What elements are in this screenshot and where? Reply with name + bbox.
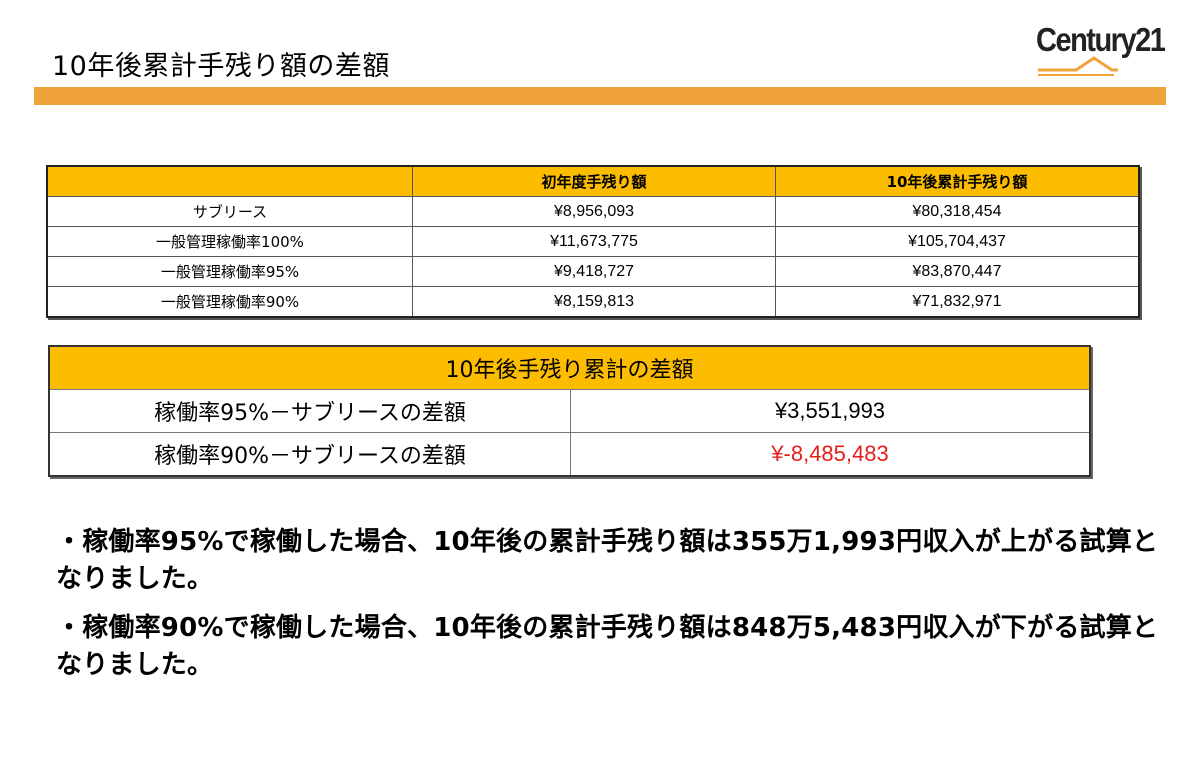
ten-year-value: ¥80,318,454 [775,196,1140,227]
table-header-row: 10年後手残り累計の差額 [48,345,1091,390]
difference-table: 10年後手残り累計の差額 稼働率95%－サブリースの差額 ¥3,551,993 … [48,345,1091,477]
row-label: 一般管理稼働率95% [46,256,413,287]
first-year-value: ¥8,956,093 [412,196,776,227]
first-year-value: ¥8,159,813 [412,286,776,318]
first-year-value: ¥9,418,727 [412,256,776,287]
summary-note: ・稼働率90%で稼働した場合、10年後の累計手残り額は848万5,483円収入が… [56,613,1159,680]
row-label: 一般管理稼働率90% [46,286,413,318]
table-header-row: 初年度手残り額 10年後累計手残り額 [46,165,1140,197]
header-divider-bar [34,87,1166,105]
ten-year-value: ¥83,870,447 [775,256,1140,287]
difference-value: ¥3,551,993 [570,389,1091,433]
first-year-value: ¥11,673,775 [412,226,776,257]
table-row: 稼働率95%－サブリースの差額 ¥3,551,993 [48,389,1091,433]
row-label: 稼働率90%－サブリースの差額 [48,432,571,477]
header-first-year: 初年度手残り額 [412,165,776,197]
difference-value-negative: ¥-8,485,483 [570,432,1091,477]
table-row: サブリース ¥8,956,093 ¥80,318,454 [46,196,1140,227]
summary-notes: ・稼働率95%で稼働した場合、10年後の累計手残り額は355万1,993円収入が… [56,524,1166,696]
row-label: 稼働率95%－サブリースの差額 [48,389,571,433]
header-cell-blank [46,165,413,197]
logo-text: Century21 [1036,22,1166,59]
table-row: 一般管理稼働率95% ¥9,418,727 ¥83,870,447 [46,256,1140,287]
table-row: 一般管理稼働率90% ¥8,159,813 ¥71,832,971 [46,286,1140,318]
house-roof-icon [1038,56,1118,76]
ten-year-value: ¥105,704,437 [775,226,1140,257]
header-ten-year: 10年後累計手残り額 [775,165,1140,197]
summary-note: ・稼働率95%で稼働した場合、10年後の累計手残り額は355万1,993円収入が… [56,527,1159,594]
century21-logo: Century21 [1036,22,1166,82]
income-comparison-table: 初年度手残り額 10年後累計手残り額 サブリース ¥8,956,093 ¥80,… [46,165,1140,318]
table-row: 稼働率90%－サブリースの差額 ¥-8,485,483 [48,432,1091,477]
row-label: サブリース [46,196,413,227]
table-row: 一般管理稼働率100% ¥11,673,775 ¥105,704,437 [46,226,1140,257]
difference-table-title: 10年後手残り累計の差額 [48,345,1091,390]
row-label: 一般管理稼働率100% [46,226,413,257]
ten-year-value: ¥71,832,971 [775,286,1140,318]
page-title: 10年後累計手残り額の差額 [52,51,390,82]
